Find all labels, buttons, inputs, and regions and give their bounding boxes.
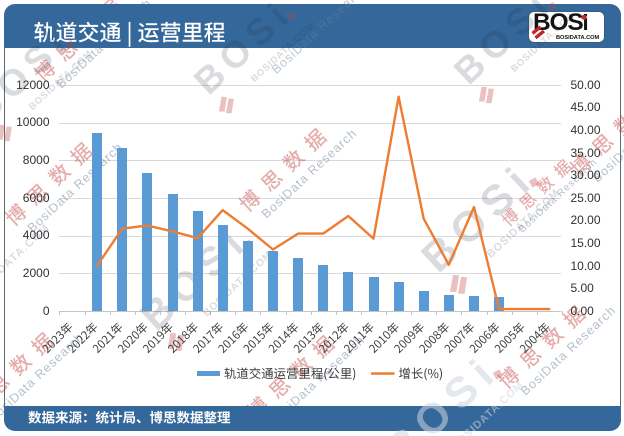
svg-text:BOSIDATA.COM: BOSIDATA.COM bbox=[0, 222, 52, 298]
